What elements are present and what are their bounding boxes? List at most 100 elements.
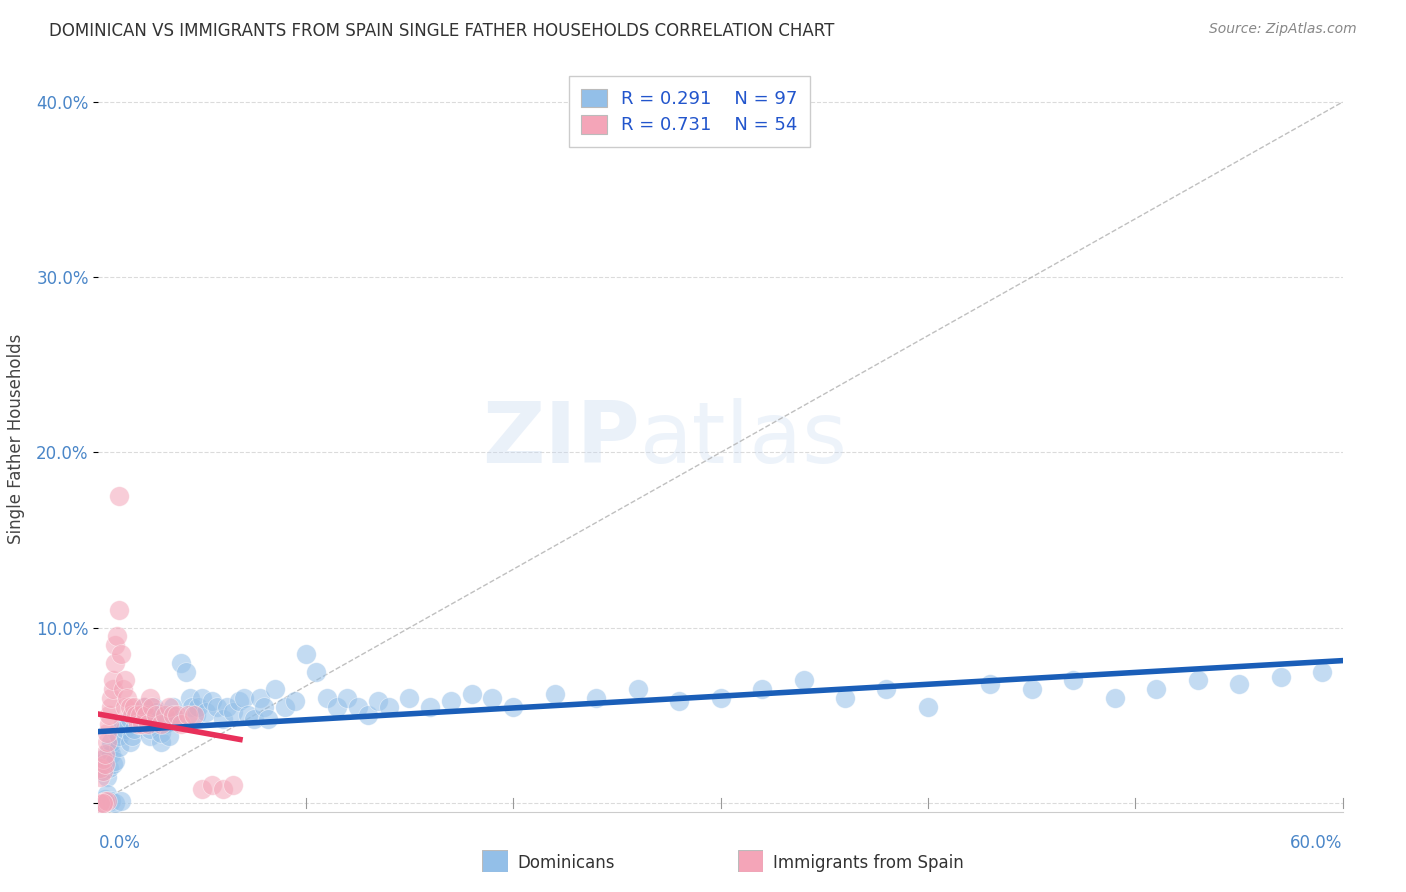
Point <box>179 690 201 705</box>
Point <box>305 665 328 679</box>
Point <box>174 665 197 679</box>
Point <box>93 750 115 764</box>
Point <box>1187 673 1209 688</box>
Point <box>139 730 162 744</box>
Point <box>1270 670 1292 684</box>
Point <box>183 708 205 723</box>
Point <box>222 705 245 719</box>
Point <box>89 770 111 784</box>
Point <box>125 708 148 723</box>
Point <box>145 708 167 723</box>
Point <box>121 708 143 723</box>
Point <box>336 690 359 705</box>
Point <box>149 734 172 748</box>
Point <box>160 708 183 723</box>
Point <box>284 694 307 708</box>
Text: 60.0%: 60.0% <box>1291 834 1343 852</box>
Point <box>114 699 136 714</box>
Point <box>91 752 114 766</box>
Point <box>135 712 157 726</box>
Point <box>136 717 159 731</box>
Point <box>100 747 122 761</box>
Point <box>1227 677 1250 691</box>
Point <box>117 690 139 705</box>
Point <box>118 712 141 726</box>
Point <box>139 690 162 705</box>
Point <box>236 708 259 723</box>
Point <box>104 656 127 670</box>
Point <box>143 699 166 714</box>
Point <box>121 730 143 744</box>
Point <box>97 743 120 757</box>
Point <box>145 705 167 719</box>
Point <box>110 647 132 661</box>
Point <box>89 757 111 772</box>
Point <box>875 681 897 696</box>
Point <box>357 708 380 723</box>
Point <box>1021 681 1043 696</box>
Point <box>105 630 128 644</box>
Point <box>917 699 939 714</box>
Point <box>1062 673 1084 688</box>
Point <box>93 792 115 806</box>
Point <box>481 690 503 705</box>
Point <box>585 690 607 705</box>
Point <box>1144 681 1167 696</box>
Point <box>91 796 114 810</box>
Point <box>105 726 128 740</box>
Point <box>201 694 224 708</box>
Point <box>97 717 120 731</box>
Point <box>108 730 131 744</box>
Text: atlas: atlas <box>640 398 848 481</box>
Point <box>149 726 172 740</box>
Point <box>295 647 318 661</box>
Text: ZIP: ZIP <box>482 398 640 481</box>
Point <box>100 794 122 808</box>
Text: DOMINICAN VS IMMIGRANTS FROM SPAIN SINGLE FATHER HOUSEHOLDS CORRELATION CHART: DOMINICAN VS IMMIGRANTS FROM SPAIN SINGL… <box>49 22 835 40</box>
Point <box>101 681 124 696</box>
Point <box>228 694 250 708</box>
Point <box>440 694 463 708</box>
Point <box>104 754 127 768</box>
Point <box>97 708 120 723</box>
Point <box>112 717 135 731</box>
Point <box>377 699 401 714</box>
Point <box>139 723 162 737</box>
Point <box>205 699 228 714</box>
Point <box>201 779 224 793</box>
Point <box>91 764 114 779</box>
Text: Immigrants from Spain: Immigrants from Spain <box>773 855 965 872</box>
Point <box>274 699 297 714</box>
Point <box>249 690 271 705</box>
Point <box>104 796 127 810</box>
Point <box>751 681 773 696</box>
Point <box>108 603 131 617</box>
Point <box>180 699 202 714</box>
Point <box>215 699 238 714</box>
Point <box>460 687 484 701</box>
Point <box>346 699 368 714</box>
Point <box>162 699 184 714</box>
Point <box>326 699 349 714</box>
Point <box>122 699 145 714</box>
Point <box>710 690 733 705</box>
Point <box>502 699 524 714</box>
Point <box>108 489 131 503</box>
Point <box>176 708 198 723</box>
Point <box>211 781 233 796</box>
Point <box>543 687 565 701</box>
Point <box>419 699 441 714</box>
Point <box>100 699 122 714</box>
Point <box>132 699 155 714</box>
Point <box>153 717 176 731</box>
Point <box>93 794 115 808</box>
Point <box>96 770 118 784</box>
Point <box>118 734 141 748</box>
Point <box>253 699 276 714</box>
Point <box>222 779 245 793</box>
Point <box>118 699 141 714</box>
Point <box>367 694 389 708</box>
Point <box>153 708 176 723</box>
Point <box>93 747 115 761</box>
Point <box>243 712 266 726</box>
